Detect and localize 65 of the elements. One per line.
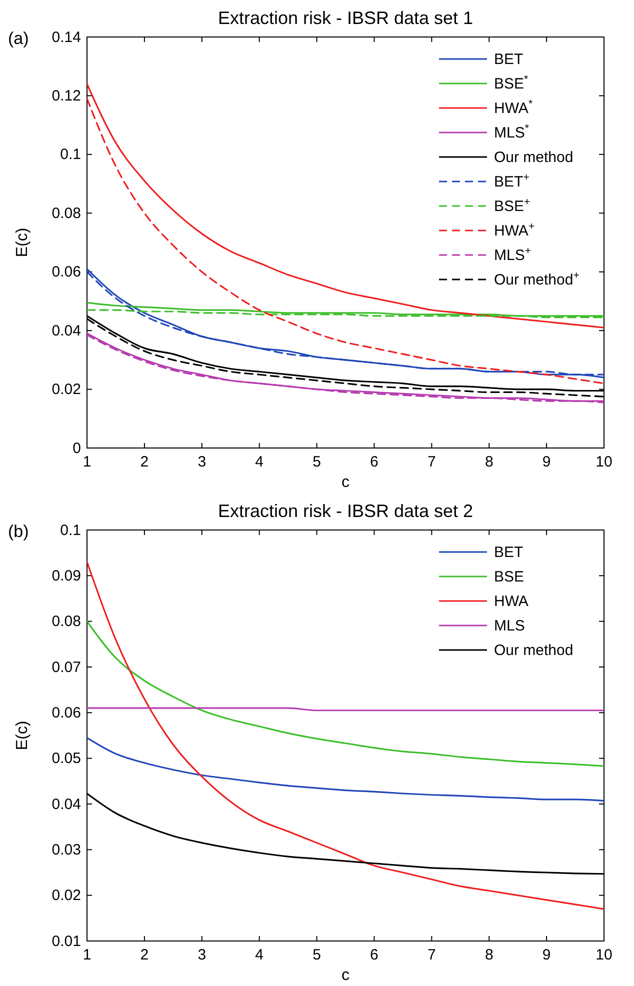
legend-label: Our method [494, 149, 574, 166]
legend-label: BET$^{+}$ [494, 172, 530, 190]
legend-label: BSE$^{*}$ [494, 74, 528, 92]
legend-label: Our method [494, 642, 574, 659]
legend-label: Our method$^{+}$ [494, 270, 580, 288]
line-series [87, 620, 604, 767]
legend-label: MLS$^{*}$ [494, 122, 529, 142]
legend-label: BSE$^{+}$ [494, 196, 530, 215]
x-tick-label: 8 [484, 454, 494, 471]
y-tick-label: 0.09 [52, 567, 81, 584]
y-tick-label: 0.14 [52, 28, 81, 46]
x-axis-title: c [342, 967, 350, 984]
x-tick-label: 3 [198, 454, 206, 471]
y-tick-label: 0.12 [52, 88, 81, 105]
x-tick-label: 5 [312, 454, 321, 471]
legend-label: HWA [494, 593, 528, 610]
x-tick-label: 4 [255, 454, 264, 471]
text: (a) [8, 29, 29, 48]
line-series [87, 561, 604, 910]
y-tick-label: 0.02 [52, 887, 81, 904]
x-tick-label: 2 [140, 946, 149, 964]
x-tick-label: 7 [427, 454, 436, 471]
x-tick-label: 4 [255, 946, 264, 964]
x-tick-label: 10 [596, 454, 612, 471]
chart-title: Extraction risk - IBSR data set 2 [218, 501, 474, 521]
y-tick-label: 0.08 [52, 613, 81, 630]
x-tick-label: 6 [370, 946, 378, 964]
x-tick-label: 8 [484, 946, 494, 964]
x-axis-title: c [342, 474, 350, 491]
line-series [87, 736, 604, 802]
y-tick-label: 0.04 [52, 796, 81, 813]
legend-label: BET [494, 51, 524, 68]
y-tick-label: 0.06 [52, 704, 81, 722]
x-tick-label: 3 [198, 946, 206, 964]
line-series [87, 98, 604, 384]
y-tick-label: 0.02 [52, 381, 81, 398]
x-tick-label: 2 [140, 454, 149, 471]
y-tick-label: 0 [72, 440, 81, 457]
y-tick-label: 0.1 [60, 522, 81, 539]
text: (b) [8, 522, 29, 541]
x-tick-label: 7 [427, 946, 436, 964]
x-tick-label: 9 [542, 946, 551, 964]
y-tick-label: 0.1 [60, 146, 81, 164]
y-tick-label: 0.01 [52, 932, 81, 950]
y-tick-label: 0.03 [52, 841, 81, 858]
legend-label: HWA$^{+}$ [494, 220, 535, 240]
x-tick-label: 6 [370, 454, 378, 471]
legend-label: MLS [494, 618, 525, 634]
y-tick-label: 0.04 [52, 322, 81, 340]
legend-label: BET [494, 544, 524, 561]
legend-label: BSE [494, 568, 524, 586]
y-axis-title: E(c) [14, 228, 31, 258]
y-tick-label: 0.06 [52, 264, 81, 281]
y-tick-label: 0.05 [52, 750, 81, 768]
y-axis-title: E(c) [14, 720, 31, 750]
x-tick-label: 1 [82, 946, 92, 964]
x-tick-label: 9 [542, 454, 551, 471]
x-tick-label: 10 [596, 946, 612, 964]
x-tick-label: 1 [82, 454, 92, 471]
legend-label: HWA$^{*}$ [494, 98, 533, 117]
x-tick-label: 5 [312, 946, 321, 964]
y-tick-label: 0.07 [52, 658, 81, 676]
chart-title: Extraction risk - IBSR data set 1 [218, 8, 474, 28]
y-tick-label: 0.08 [52, 204, 81, 222]
legend-label: MLS$^{+}$ [494, 245, 531, 264]
